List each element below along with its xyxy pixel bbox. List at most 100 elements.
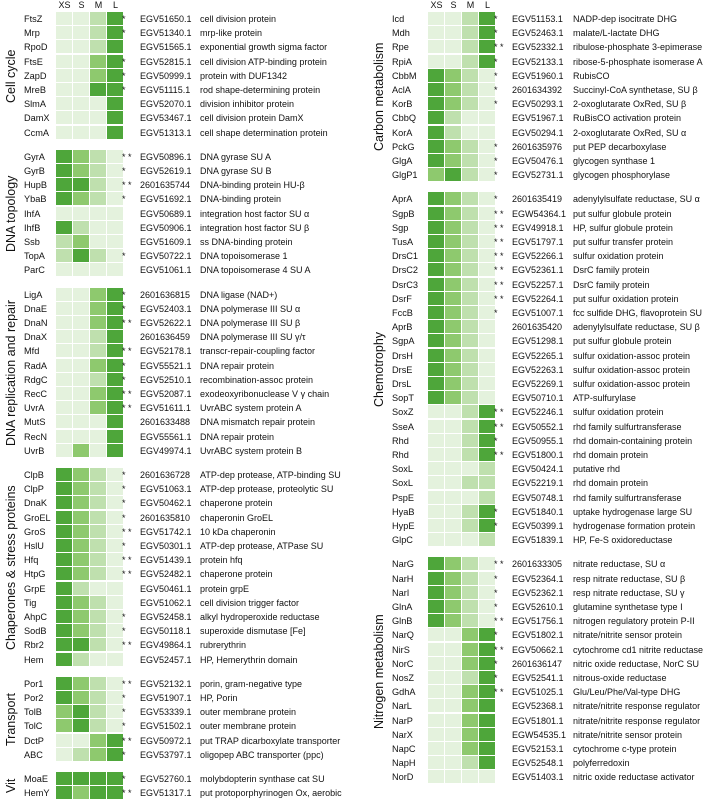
heatmap-cell-s <box>445 26 461 40</box>
protein-description: alkyl hydroperoxide reductase <box>200 612 320 622</box>
heatmap-cell-m <box>462 519 478 532</box>
accession-id: EGV51063.1 <box>140 484 192 495</box>
heatmap-cell-l <box>107 249 123 263</box>
protein-description: nitrate reductase, SU α <box>573 559 666 570</box>
protein-description: cytochrome cd1 nitrite reductase <box>573 644 704 655</box>
heatmap-cells <box>428 206 496 221</box>
table-row: GlnA * EGV52610.1 glutamine synthetase type… <box>0 600 723 614</box>
heatmap-cell-m <box>90 287 106 301</box>
heatmap-cell-xs <box>56 429 72 443</box>
heatmap-cell-xs <box>428 519 444 532</box>
significance-marker: * <box>122 56 126 67</box>
gene-label: DnaX <box>24 332 47 343</box>
heatmap-cell-xs <box>56 733 72 747</box>
protein-description: integration host factor SU α <box>200 208 310 219</box>
heatmap-cells <box>56 125 124 140</box>
accession-id: EGV52087.1 <box>140 389 192 399</box>
heatmap-cells <box>56 496 124 510</box>
table-row: ABC * EGV53797.1 oligopep ABC transporter (… <box>0 747 723 762</box>
condition-header-right: M <box>466 0 475 10</box>
gene-label: MutS <box>24 417 46 428</box>
condition-header-left: S <box>78 0 85 10</box>
heatmap-cell-l <box>479 770 495 784</box>
protein-description: DNA mismatch repair protein <box>200 417 316 428</box>
accession-id: EGV52246.1 <box>512 407 564 418</box>
significance-marker: * * <box>494 687 504 698</box>
heatmap-cell-l <box>479 139 495 153</box>
gene-label: NosZ <box>392 673 414 683</box>
heatmap-cell-m <box>90 786 106 800</box>
heatmap-cell-xs <box>428 462 444 476</box>
protein-description: DNA gyrase SU A <box>200 151 272 162</box>
heatmap-cells <box>56 705 124 719</box>
significance-marker: * * <box>122 678 132 689</box>
significance-marker: * * <box>494 208 504 219</box>
heatmap-cells <box>56 610 124 624</box>
significance-marker: * <box>122 512 126 523</box>
accession-id: EGV50424.1 <box>512 464 564 475</box>
table-row: Rhd * EGV50955.1 rhd domain-containing prot… <box>0 433 723 448</box>
significance-marker: * <box>494 141 498 152</box>
heatmap-cell-xs <box>428 727 444 741</box>
heatmap-cell-s <box>445 727 461 741</box>
heatmap-cell-m <box>462 585 478 599</box>
heatmap-cells <box>56 595 124 610</box>
gene-label: FtsE <box>24 56 43 67</box>
protein-description: chaperone protein <box>200 498 273 509</box>
protein-description: cell division protein <box>200 14 277 24</box>
heatmap-cell-s <box>73 220 89 234</box>
heatmap-cell-xs <box>56 786 72 800</box>
significance-marker: * * <box>494 293 504 304</box>
table-row: TopA * EGV50722.1 DNA topoisomerase 1 <box>0 249 723 263</box>
heatmap-cells <box>428 125 496 140</box>
protein-description: 2-oxoglutarate OxRed, SU β <box>573 99 687 110</box>
protein-description: HP, Fe-S oxidoreductase <box>573 535 673 546</box>
heatmap-cell-s <box>445 68 461 82</box>
heatmap-cells <box>56 249 124 263</box>
table-row: NarH * EGV52364.1 resp nitrate reductase, S… <box>0 571 723 586</box>
heatmap-cell-m <box>462 490 478 504</box>
heatmap-cell-xs <box>56 372 72 386</box>
heatmap-cell-s <box>73 149 89 163</box>
heatmap-cell-xs <box>428 12 444 25</box>
heatmap-cell-s <box>445 433 461 447</box>
heatmap-cell-m <box>462 111 478 125</box>
heatmap-cell-l <box>107 149 123 163</box>
heatmap-cell-m <box>90 638 106 652</box>
heatmap-cell-s <box>73 301 89 315</box>
table-row: CbbM * EGV51960.1 RubisCO <box>0 68 723 83</box>
table-row: NorD EGV51403.1 nitric oxide reductase act… <box>0 770 723 784</box>
gene-label: NarG <box>392 559 414 570</box>
heatmap-cell-xs <box>428 306 444 319</box>
significance-marker: * * <box>494 644 504 655</box>
heatmap-cell-l <box>479 206 495 220</box>
table-row: HypE * EGV50399.1 hydrogenase formation pro… <box>0 519 723 533</box>
heatmap-cell-m <box>90 510 106 524</box>
table-row: MutS 2601633488 DNA mismatch repair protei… <box>0 415 723 429</box>
heatmap-cell-l <box>479 125 495 139</box>
accession-id: EGV52219.1 <box>512 478 564 489</box>
gene-label: Mfd <box>24 346 40 357</box>
significance-marker: * <box>494 521 498 531</box>
heatmap-cell-l <box>479 433 495 447</box>
heatmap-cell-xs <box>56 235 72 248</box>
gene-label: FtsZ <box>24 14 43 24</box>
heatmap-cell-l <box>479 405 495 419</box>
heatmap-cells <box>56 372 124 387</box>
accession-id: EGV50293.1 <box>512 99 564 110</box>
table-row: AhpC * EGV52458.1 alkyl hydroperoxide reduc… <box>0 610 723 624</box>
gene-label: GroS <box>24 526 46 537</box>
heatmap-cell-s <box>73 97 89 111</box>
table-row: Mfd * * EGV52178.1 transcr-repair-coupling … <box>0 344 723 358</box>
heatmap-cell-xs <box>56 12 72 25</box>
table-row: DrsC1 * * EGV52266.1 sulfur oxidation prote… <box>0 249 723 263</box>
gene-label: DnaN <box>24 318 48 328</box>
table-row: KorA EGV50294.1 2-oxoglutarate OxRed, SU α <box>0 125 723 140</box>
heatmap-cells <box>56 733 124 748</box>
heatmap-cell-m <box>462 671 478 684</box>
table-row: DnaX 2601636459 DNA polymerase III SU γ/τ <box>0 330 723 344</box>
heatmap-cell-s <box>445 206 461 220</box>
accession-id: EGV51756.1 <box>512 616 564 627</box>
heatmap-cells <box>428 249 496 263</box>
heatmap-cells <box>428 571 496 586</box>
